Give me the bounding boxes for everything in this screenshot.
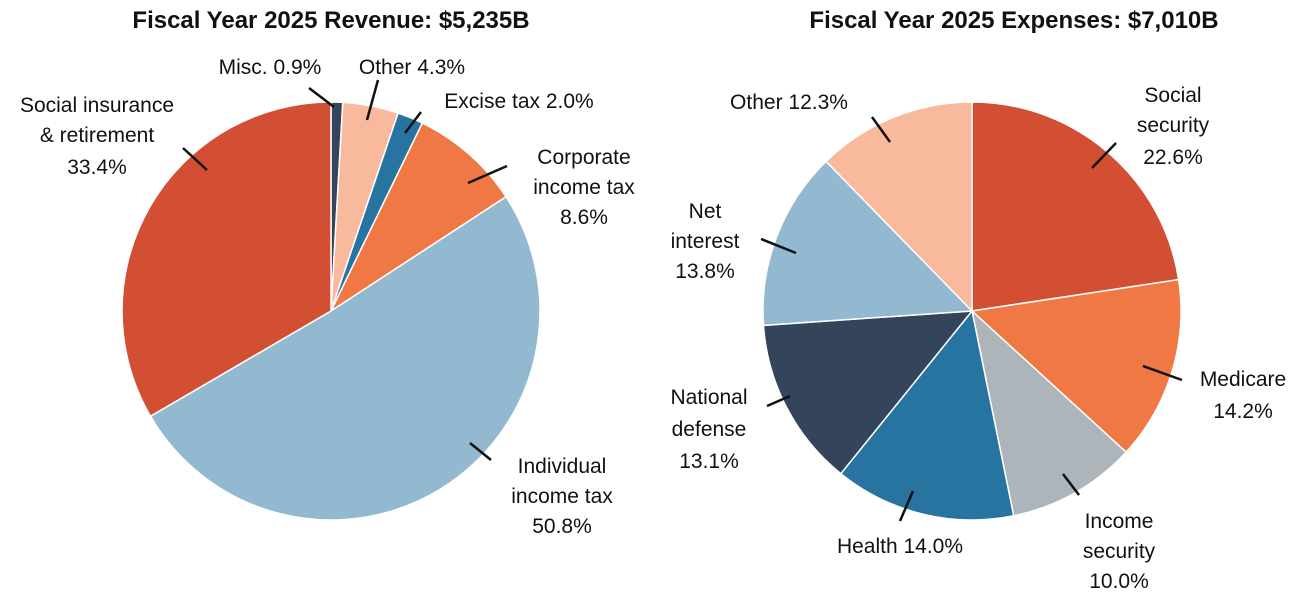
leader-line-social-security [1091,142,1117,169]
slice-income-security [970,308,1128,517]
data-label-health: Health 14.0% [837,535,963,558]
data-label-social-insurance-retirement: 33.4% [67,156,127,179]
data-label-social-insurance-retirement: & retirement [40,124,155,147]
leader-line-net-interest [760,237,797,255]
leader-line-corporate-income-tax [467,164,508,185]
data-label-social-security: 22.6% [1143,146,1203,169]
expenses-chart-title: Fiscal Year 2025 Expenses: $7,010B [809,7,1218,34]
data-label-social-insurance-retirement: Social insurance [20,94,174,117]
leader-line-health [898,490,915,522]
data-label-national-defense: National [670,386,747,409]
data-label-other: Other 4.3% [359,56,465,79]
data-label-income-security: Income [1085,510,1154,533]
data-label-national-defense: 13.1% [679,450,739,473]
leader-line-excise-tax [404,111,422,134]
data-label-individual-income-tax: income tax [511,485,613,508]
data-label-corporate-income-tax: 8.6% [560,206,608,229]
data-label-net-interest: interest [671,230,740,253]
leader-line-social-insurance-retirement [182,147,208,171]
slice-medicare [970,278,1182,454]
leader-line-other [365,79,380,121]
slice-health [839,309,1015,521]
data-label-income-security: security [1083,540,1156,563]
data-label-medicare: 14.2% [1213,400,1273,423]
slice-national-defense [762,310,974,475]
revenue-pie: Misc. 0.9% Other 4.3% Excise tax 2.0% Corpo… [20,56,635,538]
slice-individual-income-tax [149,195,541,521]
data-label-income-security: 10.0% [1089,570,1149,593]
leader-line-national-defense [766,394,791,408]
data-label-social-security: Social [1144,84,1201,107]
leader-line-other [870,116,892,143]
data-label-misc: Misc. 0.9% [219,56,322,79]
expenses-pie: Social security 22.6% Medicare 14.2% Income se… [670,84,1286,593]
revenue-chart-title: Fiscal Year 2025 Revenue: $5,235B [132,7,529,34]
data-label-other: Other 12.3% [730,91,848,114]
data-label-national-defense: defense [672,418,747,441]
slice-other [825,101,973,313]
data-label-social-security: security [1137,114,1210,137]
data-label-corporate-income-tax: income tax [533,176,635,199]
slice-corporate-income-tax [329,122,508,314]
data-label-excise-tax: Excise tax 2.0% [444,90,593,113]
leader-line-misc [308,87,335,108]
data-label-individual-income-tax: Individual [518,455,607,478]
data-label-individual-income-tax: 50.8% [532,515,592,538]
data-label-medicare: Medicare [1200,368,1286,391]
data-label-corporate-income-tax: Corporate [537,146,630,169]
data-label-net-interest: Net [689,200,722,223]
leader-line-medicare [1142,364,1183,382]
slice-net-interest [762,160,974,327]
leader-line-individual-income-tax [469,442,492,461]
slice-social-insurance-retirement [121,101,332,418]
leader-line-income-security [1062,473,1080,496]
data-label-net-interest: 13.8% [675,260,735,283]
